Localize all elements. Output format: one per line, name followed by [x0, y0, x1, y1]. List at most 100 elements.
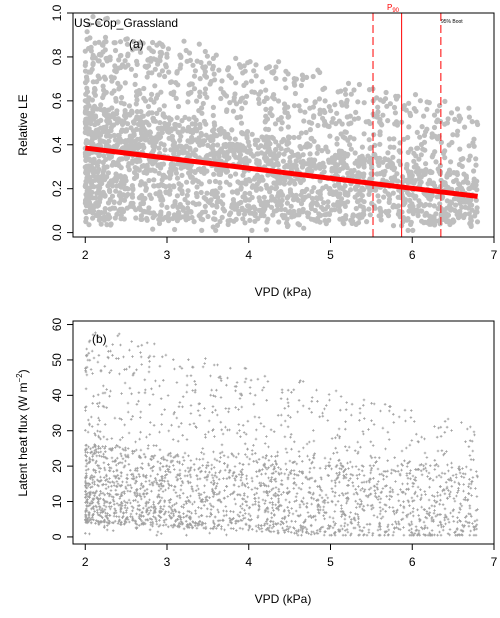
panel-a-point — [299, 164, 305, 170]
panel-a-point — [437, 171, 443, 177]
panel-b-point — [151, 393, 155, 396]
panel-b-point — [400, 449, 404, 453]
panel-b-point — [254, 500, 257, 503]
panel-b-point — [84, 486, 88, 489]
panel-b-point — [147, 501, 150, 504]
panel-b-point — [92, 394, 95, 398]
panel-a-point — [429, 217, 435, 224]
panel-b-point — [458, 506, 462, 510]
panel-b-point — [129, 501, 132, 505]
panel-a-point — [191, 73, 198, 79]
panel-a-point — [474, 178, 480, 184]
panel-a-point — [159, 68, 165, 74]
panel-b-point — [254, 497, 257, 500]
panel-b-point — [274, 470, 278, 473]
panel-b-point — [322, 533, 326, 537]
panel-b-point — [96, 429, 99, 433]
panel-b-point — [86, 430, 90, 434]
panel-a-point — [256, 158, 262, 164]
panel-b-point — [375, 496, 378, 499]
panel-a-point — [129, 183, 135, 189]
panel-b-point — [231, 474, 234, 478]
panel-b-point — [250, 452, 254, 456]
panel-a-fit-line — [84, 145, 478, 199]
panel-a-point — [210, 104, 216, 110]
panel-a-point — [236, 148, 242, 154]
panel-b-point — [387, 528, 391, 532]
panel-a-point — [162, 73, 168, 80]
panel-b-point — [356, 492, 359, 496]
panel-a-point — [433, 159, 439, 165]
panel-a-point — [361, 199, 367, 205]
panel-b-point — [262, 425, 266, 428]
panel-b-point — [152, 456, 155, 460]
panel-a-point — [343, 213, 349, 219]
panel-b-point — [285, 520, 288, 524]
panel-b-point — [197, 487, 200, 491]
panel-b-point — [388, 498, 391, 501]
panel-b-point — [253, 393, 257, 397]
panel-a-point — [112, 137, 118, 143]
panel-b-point — [102, 384, 105, 388]
panel-b-point — [103, 365, 107, 368]
panel-b-point — [199, 507, 203, 510]
panel-a-point — [244, 135, 250, 141]
panel-a-point — [261, 213, 267, 219]
panel-a-point — [284, 200, 290, 206]
panel-a-point — [334, 141, 340, 147]
panel-a-point — [221, 142, 227, 148]
panel-b-point — [94, 522, 97, 525]
panel-a-point — [471, 168, 477, 174]
panel-a-point — [355, 115, 361, 121]
panel-b-point — [333, 494, 337, 498]
panel-b-point — [285, 451, 289, 454]
panel-b-point — [443, 420, 447, 423]
panel-b-point — [140, 343, 144, 347]
panel-b-point — [158, 430, 161, 434]
panel-b-point — [405, 472, 409, 475]
panel-b-point — [410, 520, 413, 524]
panel-b-point — [147, 356, 150, 359]
panel-b-point — [164, 488, 167, 492]
panel-b-point — [246, 447, 249, 451]
panel-a-point — [376, 198, 382, 204]
panel-b-point — [164, 518, 168, 521]
panel-b-point — [113, 519, 117, 523]
panel-a-point — [355, 192, 361, 198]
panel-a-point — [138, 137, 144, 143]
panel-b-point — [243, 442, 247, 446]
panel-b-point — [190, 511, 193, 515]
panel-a-point — [282, 213, 288, 219]
panel-a-point — [92, 113, 99, 119]
panel-b-point — [272, 530, 276, 533]
panel-b-point — [456, 520, 459, 524]
panel-a-point — [320, 160, 326, 166]
panel-a-point — [156, 72, 162, 78]
panel-b-point — [213, 515, 217, 519]
panel-b-point — [173, 503, 176, 506]
panel-a-point — [375, 159, 381, 165]
panel-b-point — [338, 467, 342, 470]
panel-a-panel-label: (a) — [129, 37, 144, 51]
panel-a-point — [92, 40, 98, 46]
panel-a-point — [112, 47, 119, 54]
panel-b-point — [128, 365, 131, 369]
panel-a-point — [453, 170, 459, 176]
panel-b-point — [367, 528, 371, 532]
panel-a-point — [365, 153, 371, 159]
panel-a-point — [178, 165, 184, 171]
panel-b-point — [157, 514, 161, 517]
panel-a-point — [345, 80, 352, 86]
panel-b-point — [222, 454, 226, 457]
panel-b-point — [244, 432, 248, 436]
panel-a-point — [276, 59, 282, 65]
panel-b-point — [439, 498, 442, 502]
panel-b-point — [198, 458, 201, 461]
panel-b-point — [137, 391, 141, 394]
panel-a-point — [197, 76, 203, 82]
panel-a-point — [86, 22, 92, 28]
panel-b-point — [187, 358, 190, 361]
panel-b-point — [315, 388, 318, 392]
panel-b-point — [452, 497, 456, 500]
panel-a-point — [82, 98, 88, 104]
